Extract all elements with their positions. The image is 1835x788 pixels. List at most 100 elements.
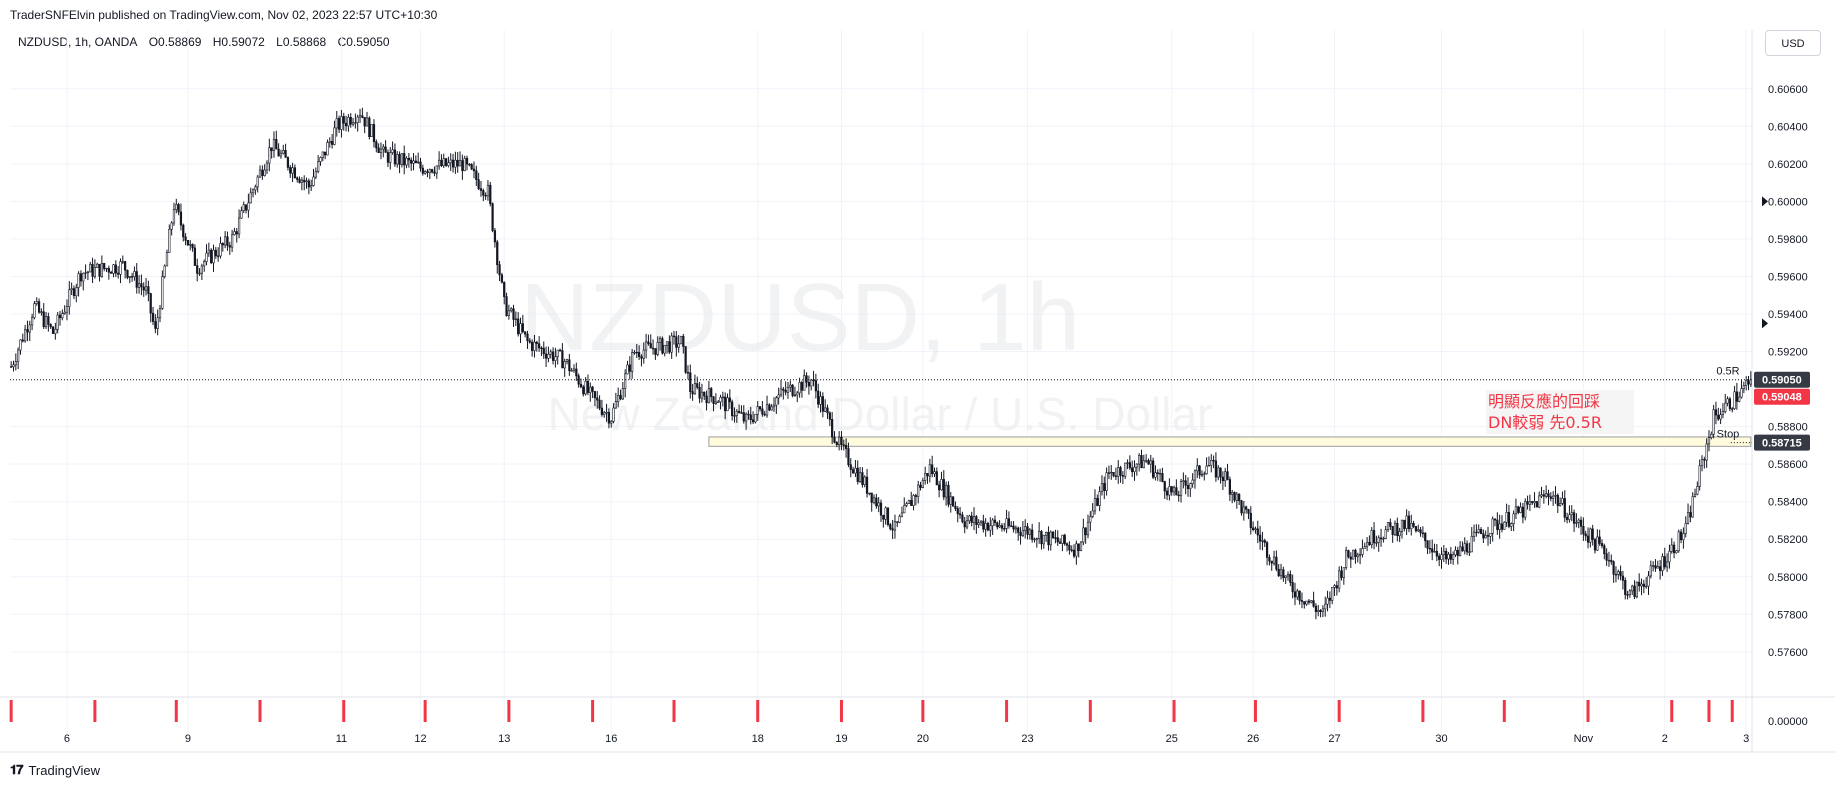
candle-body [391,149,394,153]
session-marker [839,700,843,722]
candle-body [349,116,352,125]
candle-series [10,107,1752,620]
candle-body [1507,512,1511,527]
candle-body [1145,460,1148,462]
candle-body [444,158,448,166]
candle-body [1398,531,1401,537]
candle-body [1065,543,1069,546]
candle-body [654,348,657,355]
candle-body [458,160,462,167]
candle-body [740,412,743,414]
candle-body [635,351,638,354]
candle-body [307,180,310,188]
candle-body [233,231,236,236]
candle-body [279,152,283,157]
candle-body [1693,493,1697,497]
candle-body [721,396,724,399]
price-tick-label: 0.58200 [1768,534,1808,546]
candle-body [98,263,101,277]
candle-body [900,512,904,517]
candle-body [1177,494,1180,497]
session-marker [342,700,346,722]
candle-body [1496,519,1499,530]
candle-body [1368,541,1371,546]
candle-body [649,343,652,349]
candle-body [147,286,150,294]
candle-body [610,421,613,424]
candle-body [638,352,641,357]
candle-body [263,169,266,176]
candle-body [400,153,404,165]
candle-body [1105,472,1108,491]
candle-body [1275,556,1278,570]
candle-body [1189,483,1192,490]
candle-body [51,326,55,334]
footer-brand[interactable]: 𝟏𝟕 TradingView [10,762,100,778]
time-tick-label: 27 [1328,733,1340,745]
candle-body [1312,600,1315,607]
session-marker [1730,700,1734,722]
candle-body [910,500,913,506]
candle-body [310,185,313,188]
candle-body [838,436,841,445]
candle-body [1386,522,1390,531]
candle-body [791,384,794,396]
candle-body [437,159,441,167]
candle-body [779,388,783,396]
candle-body [1517,506,1520,513]
session-marker [1088,700,1092,722]
candle-body [1179,481,1183,496]
candle-body [798,382,801,394]
time-tick-label: 25 [1166,733,1178,745]
candle-body [1042,534,1045,545]
candle-body [1635,581,1638,598]
candle-body [1538,495,1541,508]
session-marker [1172,700,1176,722]
candle-body [230,234,234,248]
candle-body [1358,554,1362,556]
candle-body [1142,460,1145,469]
candle-body [221,243,224,246]
candle-body [165,252,169,267]
candle-body [1598,536,1601,544]
session-marker [1502,700,1506,722]
candle-body [1596,536,1599,551]
published-caption: TraderSNFElvin published on TradingView.… [10,8,438,22]
candle-body [1665,561,1669,568]
candle-body [958,513,962,516]
session-marker [591,700,595,722]
candle-body [1277,568,1280,577]
candle-body [607,412,610,424]
currency-button[interactable]: USD [1765,30,1821,56]
candle-body [821,396,824,412]
time-tick-label: 2 [1662,733,1668,745]
candle-body [975,516,978,525]
candle-body [214,249,217,257]
candle-body [130,276,134,278]
candle-body [949,496,952,505]
candle-body [696,383,699,388]
candle-body [658,338,662,343]
candle-body [1335,585,1338,589]
candle-body [1061,534,1064,544]
candle-body [256,176,259,188]
candle-body [933,471,936,475]
candle-body [1200,474,1204,476]
candle-body [1654,565,1657,569]
price-tick-label: 0.58600 [1768,459,1808,471]
candle-body [96,263,99,268]
candle-body [1263,540,1266,543]
candle-body [293,167,297,179]
candle-body [117,272,120,275]
candle-body [942,479,945,498]
candle-body [58,314,62,319]
candle-body [1328,597,1331,601]
candle-body [605,412,608,414]
candle-body [144,286,148,291]
candle-body [291,167,294,174]
candle-body [1100,483,1104,492]
candle-body [1600,543,1604,547]
candle-body [421,167,424,174]
candle-body [1426,540,1429,549]
